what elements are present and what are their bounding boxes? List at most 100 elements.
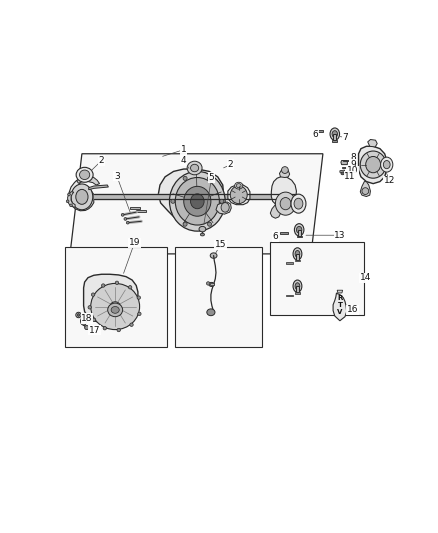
Ellipse shape [210,253,217,259]
Ellipse shape [67,193,71,196]
Text: 18: 18 [81,314,93,323]
Polygon shape [360,182,371,197]
Ellipse shape [137,296,141,300]
Ellipse shape [175,177,219,225]
Ellipse shape [199,227,206,232]
Ellipse shape [130,323,133,326]
Ellipse shape [191,194,204,209]
Ellipse shape [80,170,90,180]
Polygon shape [67,192,75,207]
Polygon shape [280,232,288,233]
Ellipse shape [220,199,224,203]
Ellipse shape [170,172,225,231]
Text: 7: 7 [343,133,348,142]
Polygon shape [286,295,293,296]
Bar [296,254,299,260]
Ellipse shape [295,282,300,289]
Polygon shape [279,169,290,177]
Ellipse shape [66,200,69,203]
Polygon shape [332,140,337,142]
Ellipse shape [293,280,302,292]
Polygon shape [341,160,347,165]
Bar [298,230,300,236]
Ellipse shape [362,188,369,195]
Text: 6: 6 [272,232,278,241]
Ellipse shape [294,224,304,236]
Ellipse shape [85,326,88,329]
Ellipse shape [295,251,300,257]
Text: 5: 5 [208,173,215,182]
Bar [175,247,262,347]
Polygon shape [297,236,301,237]
Ellipse shape [183,176,187,180]
Ellipse shape [70,204,72,207]
Ellipse shape [184,187,211,216]
Ellipse shape [294,198,303,209]
Text: 19: 19 [129,238,140,247]
Ellipse shape [366,157,381,173]
Text: 1: 1 [181,145,187,154]
Ellipse shape [282,167,288,173]
Polygon shape [368,140,377,147]
Ellipse shape [237,184,241,188]
Ellipse shape [280,198,291,210]
Text: 8: 8 [350,152,356,161]
Ellipse shape [124,217,127,220]
Ellipse shape [88,305,92,309]
Bar [65,247,167,347]
Polygon shape [286,262,293,264]
Ellipse shape [76,189,88,204]
Text: 3: 3 [114,172,120,181]
Ellipse shape [341,172,344,175]
Polygon shape [88,185,108,190]
Ellipse shape [111,306,119,313]
Polygon shape [158,169,224,227]
Ellipse shape [360,151,386,178]
Ellipse shape [81,317,87,325]
Ellipse shape [297,227,302,233]
Text: 10: 10 [347,166,359,175]
Ellipse shape [127,221,129,224]
Polygon shape [333,293,346,321]
Bar [209,284,214,286]
Polygon shape [77,176,99,185]
Ellipse shape [383,160,390,168]
Polygon shape [337,290,343,293]
Bar [296,286,299,292]
Polygon shape [270,205,280,218]
Polygon shape [316,130,323,132]
Ellipse shape [171,199,175,203]
Ellipse shape [235,182,243,189]
Polygon shape [70,154,323,254]
Ellipse shape [206,282,210,285]
Text: 15: 15 [215,240,226,249]
Ellipse shape [77,313,80,317]
Ellipse shape [330,128,339,140]
Ellipse shape [115,281,119,285]
Ellipse shape [76,312,81,318]
Polygon shape [295,292,300,294]
Ellipse shape [92,318,96,321]
Text: 16: 16 [347,305,359,314]
Polygon shape [271,176,297,207]
Ellipse shape [103,327,106,330]
Ellipse shape [128,286,132,289]
Ellipse shape [293,248,302,260]
Ellipse shape [191,164,199,172]
Text: 14: 14 [360,273,371,282]
Polygon shape [130,207,140,209]
Polygon shape [359,146,387,184]
Ellipse shape [91,284,140,329]
Ellipse shape [183,222,187,226]
Text: R
T
V: R T V [337,295,343,315]
Ellipse shape [138,312,141,316]
Ellipse shape [71,184,93,210]
Bar [270,242,364,315]
Text: 6: 6 [313,130,318,139]
Polygon shape [342,167,346,168]
Ellipse shape [291,194,306,213]
Polygon shape [69,180,94,211]
Ellipse shape [230,186,247,204]
Polygon shape [340,170,345,172]
Polygon shape [295,260,300,261]
